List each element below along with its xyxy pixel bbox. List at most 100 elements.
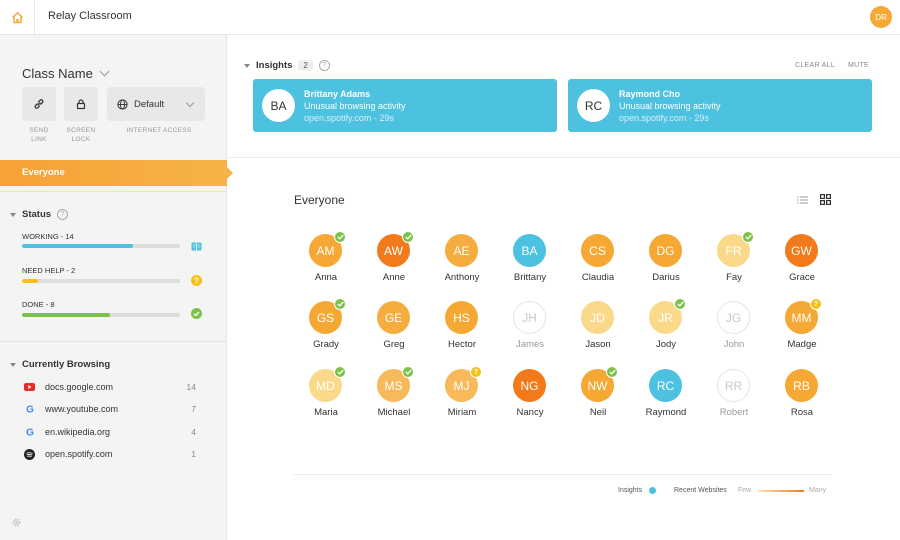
svg-text:G: G [26, 428, 34, 438]
list-view-icon[interactable] [797, 196, 808, 204]
legend-many-label: Many [809, 487, 827, 494]
student-name: Claudia [581, 272, 615, 283]
sidebar-item-everyone[interactable]: Everyone [0, 160, 233, 186]
insights-section-toggle[interactable]: Insights 2 ? [244, 60, 330, 71]
student-card[interactable]: GW Grace [770, 234, 834, 292]
insight-card[interactable]: RC Raymond Cho Unusual browsing activity… [568, 79, 872, 132]
status-done-fill [22, 313, 111, 317]
divider [0, 191, 227, 192]
browsing-section-toggle[interactable]: Currently Browsing [10, 359, 110, 370]
student-card[interactable]: MJ? Miriam [430, 366, 494, 427]
avatar: RB [785, 369, 818, 402]
check-icon [191, 308, 202, 319]
site-row[interactable]: open.spotify.com 1 [24, 447, 200, 461]
student-name: Darius [652, 272, 680, 283]
insight-student-name: Raymond Cho [619, 89, 681, 99]
avatar: NW [581, 369, 614, 402]
avatar: JD [581, 301, 614, 334]
student-card[interactable]: MS Michael [362, 366, 426, 427]
status-working-label: WORKING - 14 [22, 232, 74, 241]
student-card[interactable]: NG Nancy [498, 369, 562, 427]
site-row[interactable]: G en.wikipedia.org 4 [24, 425, 200, 439]
student-card[interactable]: JH James [498, 301, 562, 359]
clear-all-button[interactable]: CLEAR ALL [795, 62, 836, 69]
check-icon [402, 231, 414, 243]
student-name: Anna [314, 272, 338, 283]
class-name-label: Class Name [22, 66, 93, 81]
avatar: RC [649, 369, 682, 402]
check-icon [334, 298, 346, 310]
chevron-down-icon [185, 98, 195, 108]
site-domain: open.spotify.com [45, 449, 113, 459]
book-icon [191, 242, 202, 251]
student-card[interactable]: MM? Madge [770, 298, 834, 359]
check-icon [606, 366, 618, 378]
send-link-button[interactable] [22, 87, 56, 121]
student-card[interactable]: RB Rosa [770, 369, 834, 427]
student-card[interactable]: JG John [702, 301, 766, 359]
student-card[interactable]: CS Claudia [566, 234, 630, 292]
student-card[interactable]: NW Neil [566, 366, 630, 427]
youtube-icon [24, 382, 35, 393]
insight-dot-icon [649, 487, 656, 494]
student-name: Michael [377, 407, 411, 418]
student-card[interactable]: GS Grady [294, 298, 358, 359]
student-card[interactable]: FR Fay [702, 231, 766, 292]
student-card[interactable]: HS Hector [430, 301, 494, 359]
internet-access-label: INTERNET ACCESS [126, 127, 192, 134]
student-card[interactable]: AE Anthony [430, 234, 494, 292]
divider [0, 341, 227, 342]
grid-view-icon[interactable] [820, 194, 831, 205]
help-icon[interactable]: ? [318, 60, 330, 71]
mute-button[interactable]: MUTE [848, 62, 870, 69]
student-name: John [723, 339, 745, 350]
question-icon: ? [810, 298, 822, 310]
avatar: AW [377, 234, 410, 267]
user-avatar[interactable]: DR [870, 6, 892, 28]
student-card[interactable]: AW Anne [362, 231, 426, 292]
student-card[interactable]: JD Jason [566, 301, 630, 359]
check-icon [334, 366, 346, 378]
gear-icon[interactable] [11, 517, 22, 528]
site-row[interactable]: docs.google.com 14 [24, 380, 200, 394]
class-name-dropdown[interactable]: Class Name [22, 66, 110, 81]
screen-lock-button[interactable] [64, 87, 98, 121]
avatar: JH [513, 301, 546, 334]
link-icon [34, 99, 44, 109]
avatar: BA [262, 89, 295, 122]
student-card[interactable]: RR Robert [702, 369, 766, 427]
student-name: Raymond [645, 407, 687, 418]
avatar: MD [309, 369, 342, 402]
grid-title: Everyone [294, 193, 345, 207]
status-section-toggle[interactable]: Status ? [10, 209, 69, 220]
student-card[interactable]: DG Darius [634, 234, 698, 292]
status-working-bar [22, 244, 180, 248]
internet-access-select[interactable]: Default [107, 87, 205, 121]
legend-insights-label: Insights [618, 487, 643, 494]
student-name: Jason [585, 339, 611, 350]
student-card[interactable]: JR Jody [634, 298, 698, 359]
insight-message: Unusual browsing activity [304, 101, 406, 111]
site-count: 1 [191, 449, 196, 459]
check-icon [334, 231, 346, 243]
help-icon[interactable]: ? [57, 209, 69, 220]
internet-access-value: Default [134, 98, 165, 110]
question-icon: ? [191, 275, 202, 286]
student-card[interactable]: GE Greg [362, 301, 426, 359]
student-card[interactable]: AM Anna [294, 231, 358, 292]
site-row[interactable]: G www.youtube.com 7 [24, 402, 200, 416]
insight-card[interactable]: BA Brittany Adams Unusual browsing activ… [253, 79, 557, 132]
status-done-label: DONE - 8 [22, 300, 55, 309]
avatar: NG [513, 369, 546, 402]
student-name: James [516, 339, 544, 350]
student-card[interactable]: RC Raymond [634, 369, 698, 427]
student-card[interactable]: MD Maria [294, 366, 358, 427]
check-icon [674, 298, 686, 310]
insights-heading: Insights [256, 60, 293, 71]
student-card[interactable]: BA Brittany [498, 234, 562, 292]
collapse-triangle-icon [10, 212, 16, 217]
send-link-label: SEND LINK [29, 127, 49, 143]
home-button[interactable] [0, 0, 35, 35]
insight-message: Unusual browsing activity [619, 101, 721, 111]
google-icon: G [24, 404, 35, 415]
